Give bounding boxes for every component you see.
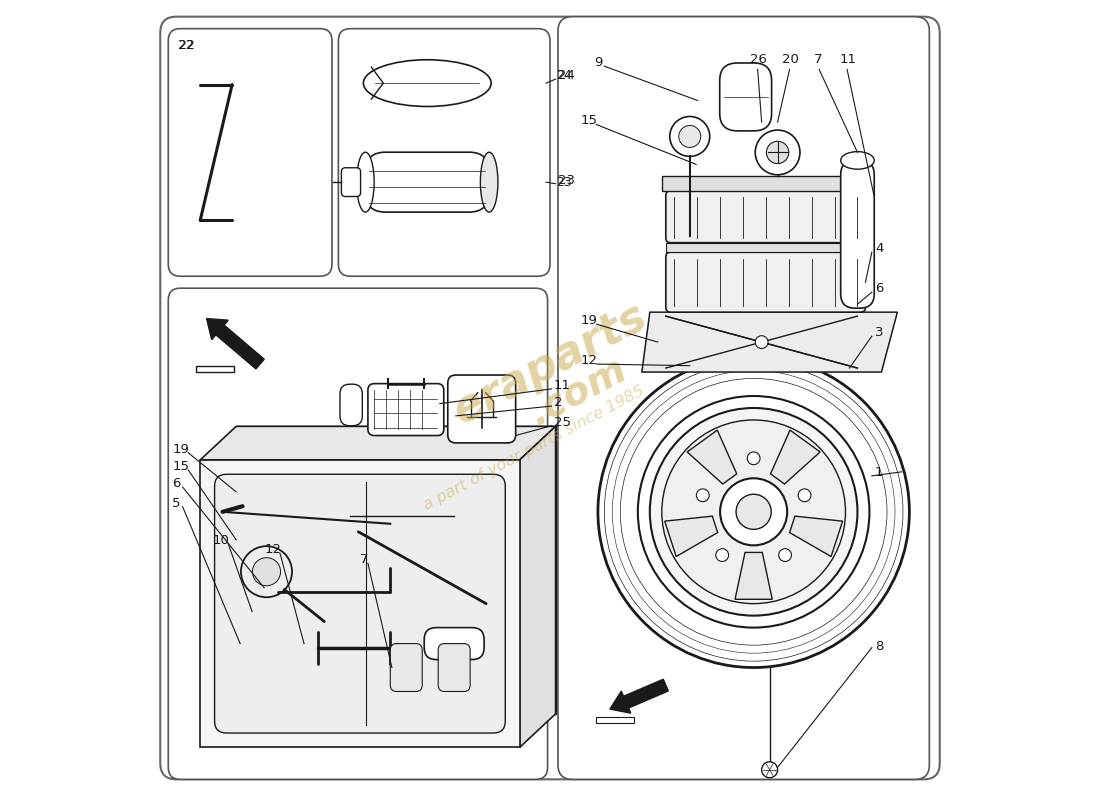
Text: 15: 15	[173, 460, 189, 473]
Circle shape	[747, 452, 760, 465]
FancyBboxPatch shape	[719, 63, 771, 131]
Text: eraparts: eraparts	[446, 295, 654, 434]
Text: 7: 7	[814, 53, 822, 66]
FancyBboxPatch shape	[365, 152, 490, 212]
FancyBboxPatch shape	[214, 474, 505, 733]
Circle shape	[799, 489, 811, 502]
Text: 10: 10	[212, 534, 229, 546]
Text: 12: 12	[264, 543, 282, 557]
FancyArrow shape	[207, 318, 264, 369]
Text: 25: 25	[554, 416, 571, 429]
Text: 4: 4	[874, 242, 883, 255]
Text: 12: 12	[581, 354, 597, 367]
Polygon shape	[641, 312, 898, 372]
FancyBboxPatch shape	[666, 190, 866, 242]
Circle shape	[716, 549, 728, 562]
Circle shape	[638, 396, 869, 628]
Polygon shape	[735, 553, 772, 599]
FancyBboxPatch shape	[840, 161, 874, 308]
Bar	[666, 242, 866, 252]
FancyBboxPatch shape	[558, 17, 930, 779]
Circle shape	[650, 408, 858, 616]
Text: 9: 9	[594, 56, 603, 69]
Polygon shape	[519, 426, 556, 747]
Text: 6: 6	[173, 477, 180, 490]
FancyBboxPatch shape	[340, 384, 362, 426]
Polygon shape	[770, 430, 821, 484]
FancyBboxPatch shape	[438, 643, 470, 691]
Polygon shape	[596, 717, 634, 723]
FancyBboxPatch shape	[341, 168, 361, 197]
Polygon shape	[790, 516, 843, 557]
FancyBboxPatch shape	[425, 628, 484, 659]
Text: 19: 19	[173, 442, 189, 456]
Text: 5: 5	[173, 497, 180, 510]
Bar	[662, 176, 869, 190]
Text: 23: 23	[558, 174, 575, 186]
Circle shape	[696, 489, 710, 502]
Text: 20: 20	[782, 53, 799, 66]
FancyBboxPatch shape	[448, 375, 516, 443]
Polygon shape	[664, 516, 717, 557]
Text: 8: 8	[874, 640, 883, 653]
Text: 19: 19	[581, 314, 597, 327]
Polygon shape	[200, 426, 556, 460]
Circle shape	[756, 130, 800, 174]
Circle shape	[761, 762, 778, 778]
Circle shape	[756, 336, 768, 349]
FancyBboxPatch shape	[168, 288, 548, 779]
Polygon shape	[236, 426, 556, 714]
Circle shape	[779, 549, 792, 562]
Circle shape	[736, 494, 771, 530]
Circle shape	[598, 356, 910, 667]
Ellipse shape	[840, 152, 874, 170]
Circle shape	[720, 478, 788, 546]
Text: 7: 7	[360, 554, 368, 566]
FancyArrow shape	[609, 679, 669, 713]
FancyBboxPatch shape	[390, 643, 422, 691]
Text: a part of your parts since 1985: a part of your parts since 1985	[421, 383, 647, 513]
Text: 23: 23	[557, 176, 572, 189]
Text: 1: 1	[874, 466, 883, 479]
Ellipse shape	[363, 60, 491, 106]
FancyBboxPatch shape	[666, 252, 866, 312]
Text: 24: 24	[558, 69, 575, 82]
Circle shape	[679, 126, 701, 147]
Text: 15: 15	[581, 114, 597, 127]
FancyBboxPatch shape	[161, 17, 939, 779]
Text: 22: 22	[178, 38, 195, 52]
Circle shape	[241, 546, 292, 598]
Text: 11: 11	[554, 379, 571, 392]
Text: 3: 3	[874, 326, 883, 339]
Text: 11: 11	[840, 53, 857, 66]
Circle shape	[767, 142, 789, 164]
FancyBboxPatch shape	[367, 384, 443, 435]
Circle shape	[670, 117, 710, 157]
Circle shape	[252, 558, 280, 586]
Ellipse shape	[481, 152, 498, 212]
Circle shape	[662, 420, 846, 604]
Text: 2: 2	[554, 396, 562, 409]
Text: 6: 6	[874, 282, 883, 295]
Ellipse shape	[356, 152, 374, 212]
Text: 26: 26	[750, 53, 767, 66]
Text: 22: 22	[178, 38, 194, 52]
Polygon shape	[688, 430, 737, 484]
FancyBboxPatch shape	[339, 29, 550, 276]
Text: .com: .com	[522, 350, 634, 434]
Text: 24: 24	[557, 69, 572, 82]
Polygon shape	[200, 460, 519, 747]
Polygon shape	[196, 366, 233, 372]
FancyBboxPatch shape	[168, 29, 332, 276]
